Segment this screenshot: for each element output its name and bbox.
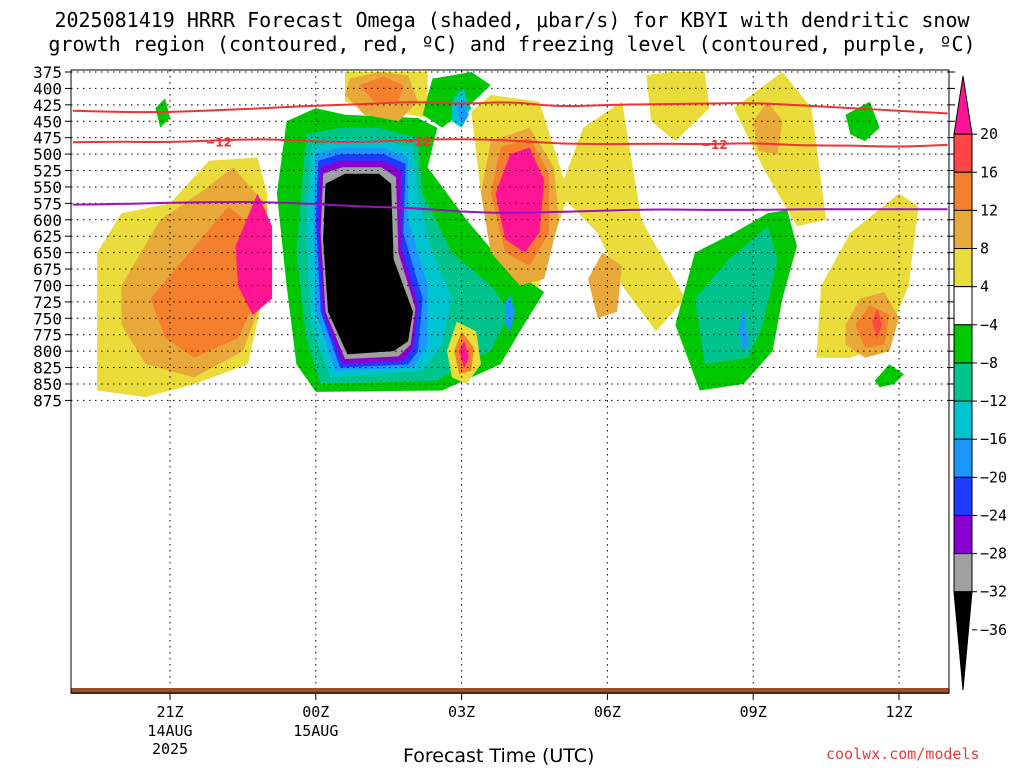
x-tick-label: 21Z bbox=[156, 703, 183, 721]
y-tick-label: 800 bbox=[33, 342, 62, 361]
colorbar-swatch bbox=[953, 248, 973, 288]
colorbar-arrow-bottom bbox=[953, 591, 973, 691]
colorbar-swatch bbox=[953, 286, 973, 326]
x-axis-title: Forecast Time (UTC) bbox=[403, 745, 595, 767]
colorbar-label: −36 bbox=[980, 621, 1007, 639]
omega-region bbox=[235, 193, 273, 315]
colorbar-label: 20 bbox=[980, 125, 998, 143]
y-axis: 3754004254504755005255505756006256506757… bbox=[33, 63, 955, 410]
x-tick-label: 00Z bbox=[302, 703, 329, 721]
colorbar-label: 16 bbox=[980, 163, 998, 181]
chart-title-line1: 2025081419 HRRR Forecast Omega (shaded, … bbox=[54, 8, 970, 32]
x-tick-label: 12Z bbox=[885, 703, 912, 721]
omega-region bbox=[694, 226, 778, 365]
omega-region bbox=[733, 72, 827, 227]
colorbar-label: 4 bbox=[980, 278, 989, 296]
x-tick-label: 09Z bbox=[740, 703, 767, 721]
omega-core bbox=[323, 173, 413, 355]
omega-shading bbox=[97, 72, 919, 398]
omega-region bbox=[150, 206, 263, 358]
credit-text: coolwx.com/models bbox=[826, 745, 980, 763]
y-tick-label: 850 bbox=[33, 375, 62, 394]
ground-strip bbox=[71, 688, 949, 694]
omega-region bbox=[359, 76, 404, 102]
colorbar-label: 12 bbox=[980, 201, 998, 219]
colorbar-label: −24 bbox=[980, 506, 1007, 524]
omega-region bbox=[872, 308, 882, 338]
colorbar-label: −16 bbox=[980, 430, 1007, 448]
y-tick-label: 625 bbox=[33, 227, 62, 246]
omega-region bbox=[874, 364, 904, 388]
x-tick-sublabel: 14AUG bbox=[147, 722, 192, 740]
omega-region bbox=[855, 305, 890, 348]
x-tick-label: 06Z bbox=[594, 703, 621, 721]
y-tick-label: 650 bbox=[33, 244, 62, 263]
colorbar-swatch bbox=[953, 438, 973, 478]
x-tick-sublabel: 2025 bbox=[152, 740, 188, 758]
plot-frame bbox=[70, 69, 950, 694]
omega-region bbox=[495, 147, 545, 253]
omega-region bbox=[155, 98, 170, 128]
y-tick-label: 775 bbox=[33, 326, 62, 345]
colorbar-label: −8 bbox=[980, 354, 998, 372]
omega-region bbox=[456, 98, 468, 125]
colorbar-label: −32 bbox=[980, 583, 1007, 601]
colorbar-swatch bbox=[953, 209, 973, 250]
y-tick-label: 375 bbox=[33, 63, 62, 82]
y-tick-label: 425 bbox=[33, 96, 62, 115]
colorbar-swatch bbox=[953, 362, 973, 402]
contour-line bbox=[72, 201, 948, 214]
contour-line bbox=[72, 101, 948, 115]
y-tick-label: 725 bbox=[33, 293, 62, 312]
contour-label: −12 bbox=[701, 138, 728, 152]
omega-region bbox=[459, 341, 469, 368]
contour-label: −12 bbox=[205, 136, 232, 150]
omega-region bbox=[738, 305, 749, 352]
colorbar: 20 16 12 8 4 −4 −8 −12 −16 −20 −24 −28 −32 −36 bbox=[953, 75, 1007, 691]
contour-label: −12 bbox=[404, 134, 431, 148]
y-tick-label: 525 bbox=[33, 162, 62, 181]
omega-region bbox=[646, 72, 710, 141]
y-tick-label: 500 bbox=[33, 145, 62, 164]
y-tick-label: 700 bbox=[33, 276, 62, 295]
y-tick-label: 475 bbox=[33, 129, 62, 148]
omega-region bbox=[505, 295, 516, 332]
colorbar-swatch bbox=[953, 476, 973, 516]
y-tick-label: 400 bbox=[33, 79, 62, 98]
x-tick-label: 03Z bbox=[448, 703, 475, 721]
omega-region bbox=[558, 101, 686, 332]
y-tick-label: 675 bbox=[33, 260, 62, 279]
colorbar-label: −28 bbox=[980, 545, 1007, 563]
chart-title-line2: growth region (contoured, red, ºC) and f… bbox=[48, 32, 976, 56]
colorbar-swatch bbox=[953, 324, 973, 364]
x-tick-sublabel: 15AUG bbox=[293, 722, 338, 740]
colorbar-swatch bbox=[953, 133, 973, 173]
y-tick-label: 750 bbox=[33, 309, 62, 328]
plot-grid bbox=[71, 70, 949, 693]
colorbar-arrow-top bbox=[953, 75, 973, 135]
omega-region bbox=[753, 101, 783, 155]
y-tick-label: 575 bbox=[33, 194, 62, 213]
colorbar-label: 8 bbox=[980, 240, 989, 258]
contour-line bbox=[72, 138, 948, 148]
temperature-contours: −12 −12 −12 bbox=[72, 101, 948, 214]
colorbar-swatch bbox=[953, 400, 973, 440]
colorbar-label: −12 bbox=[980, 392, 1007, 410]
colorbar-label: −4 bbox=[980, 316, 998, 334]
y-tick-label: 825 bbox=[33, 359, 62, 378]
colorbar-swatch bbox=[953, 171, 973, 211]
y-tick-label: 600 bbox=[33, 211, 62, 230]
y-tick-label: 550 bbox=[33, 178, 62, 197]
colorbar-swatch bbox=[953, 514, 973, 555]
colorbar-label: −20 bbox=[980, 468, 1007, 486]
y-tick-label: 450 bbox=[33, 112, 62, 131]
colorbar-swatch bbox=[953, 553, 973, 593]
y-tick-label: 875 bbox=[33, 391, 62, 410]
omega-region bbox=[845, 101, 880, 141]
